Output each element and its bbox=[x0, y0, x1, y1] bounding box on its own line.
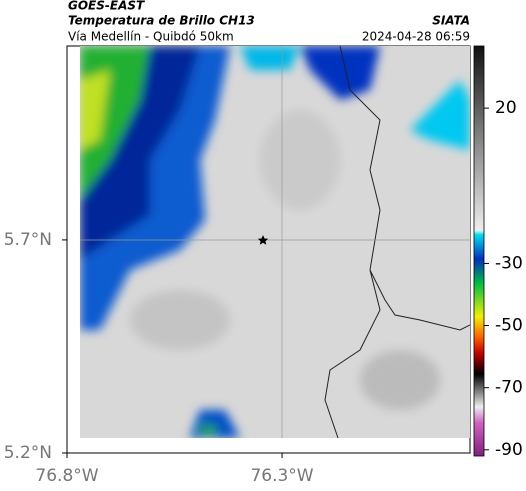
route: Vía Medellín - Quibdó 50km bbox=[68, 30, 234, 44]
product: Temperatura de Brillo CH13 bbox=[68, 14, 255, 28]
colorbar bbox=[473, 45, 485, 457]
satellite: GOES-EAST bbox=[68, 0, 145, 13]
x-tick-label: 76.8°W bbox=[35, 466, 98, 486]
colorbar-tick-label: -30 bbox=[495, 253, 523, 273]
datetime: 2024-04-28 06:59 bbox=[362, 30, 470, 44]
y-tick-label: 5.2°N bbox=[4, 443, 52, 463]
imagery bbox=[80, 46, 470, 438]
ticks: 76.8°W 76.3°W 5.7°N 5.2°N 20 -30 -50 -70 -90 bbox=[4, 98, 523, 486]
colorbar-tick-label: 20 bbox=[495, 98, 517, 118]
x-tick-label: 76.3°W bbox=[250, 466, 313, 486]
colorbar-tick-label: -90 bbox=[495, 440, 523, 460]
source: SIATA bbox=[432, 14, 470, 28]
y-tick-label: 5.7°N bbox=[4, 230, 52, 250]
colorbar-tick-label: -50 bbox=[495, 316, 523, 336]
colorbar-tick-label: -70 bbox=[495, 378, 523, 398]
